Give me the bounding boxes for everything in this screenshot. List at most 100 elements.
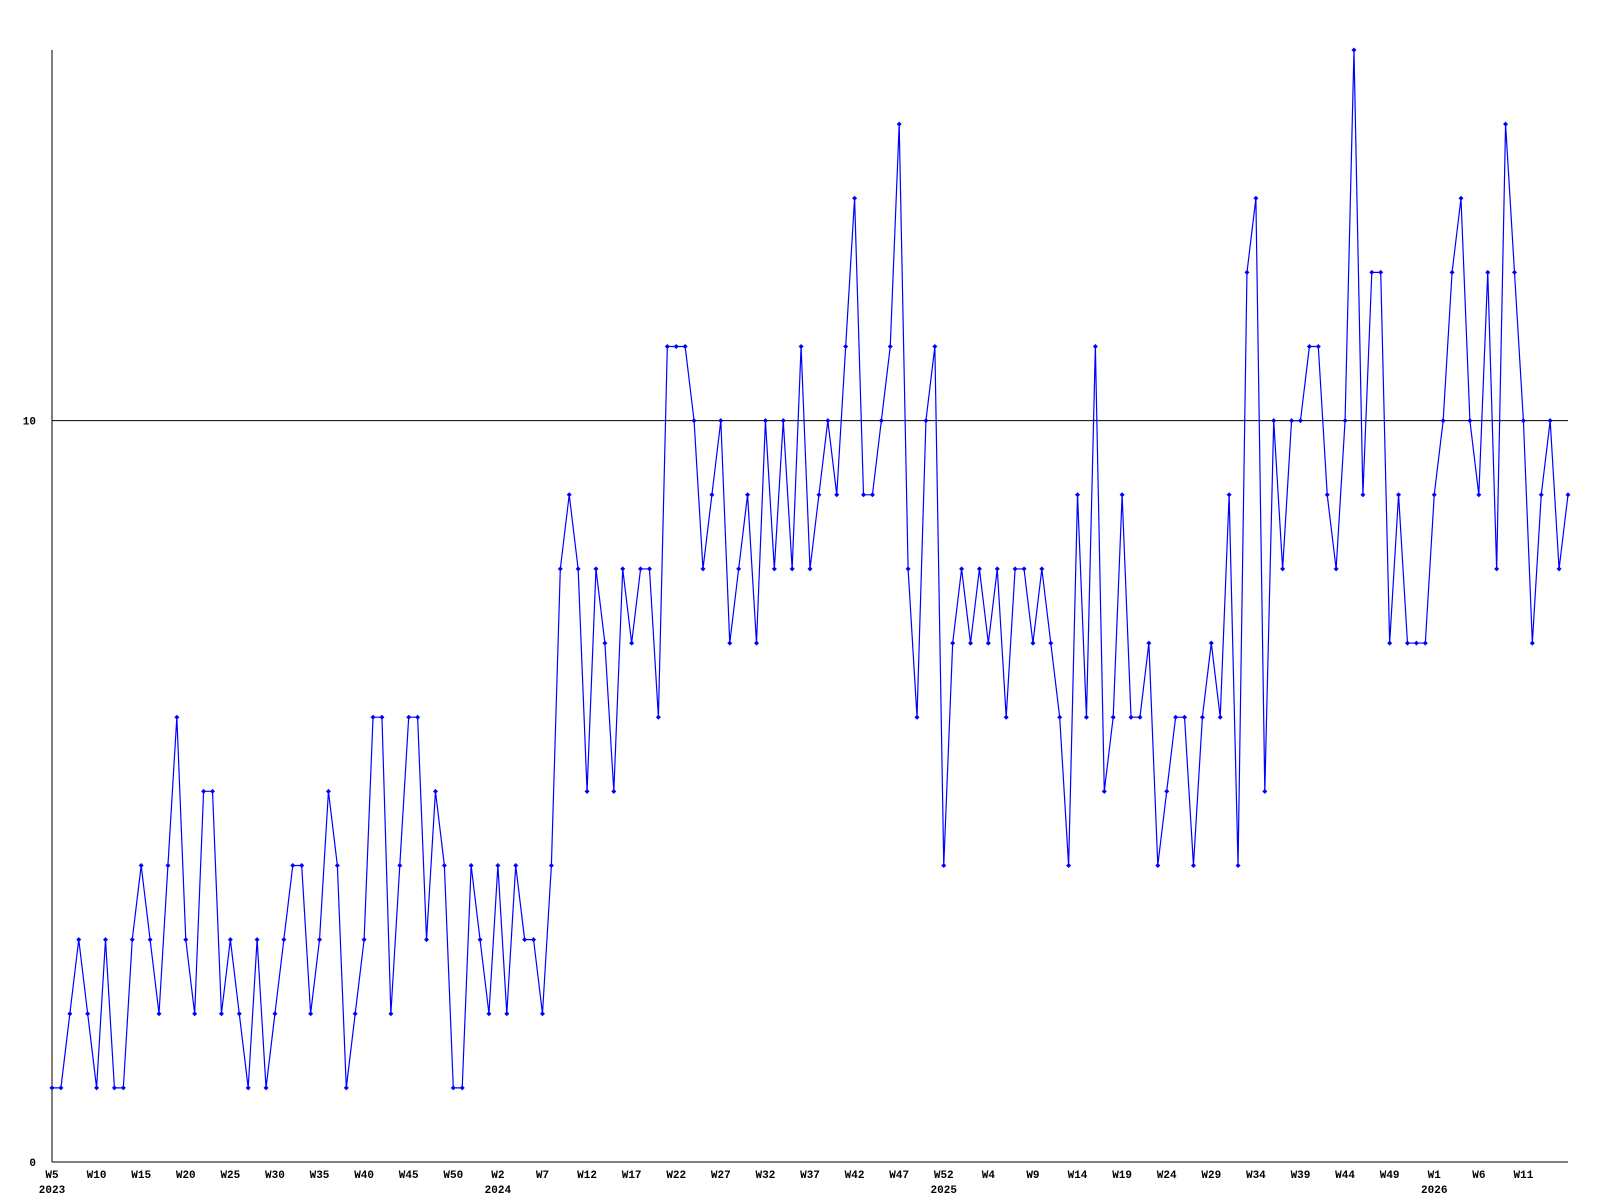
- point-marker: [1271, 418, 1277, 424]
- point-marker: [513, 862, 519, 868]
- point-marker: [789, 566, 795, 572]
- point-marker: [887, 344, 893, 350]
- point-marker: [424, 937, 430, 943]
- point-marker: [994, 566, 1000, 572]
- point-marker: [254, 937, 260, 943]
- point-marker: [343, 1085, 349, 1091]
- point-marker: [1137, 714, 1143, 720]
- x-tick-label: W22: [666, 1170, 686, 1182]
- point-marker: [539, 1011, 545, 1017]
- point-marker: [174, 714, 180, 720]
- point-marker: [1387, 640, 1393, 646]
- point-marker: [1039, 566, 1045, 572]
- point-marker: [1182, 714, 1188, 720]
- y-tick-label: 10: [23, 417, 36, 429]
- point-marker: [1315, 344, 1321, 350]
- point-marker: [976, 566, 982, 572]
- point-marker: [1030, 640, 1036, 646]
- point-marker: [361, 937, 367, 943]
- point-marker: [727, 640, 733, 646]
- point-marker: [629, 640, 635, 646]
- point-marker: [798, 344, 804, 350]
- point-marker: [183, 937, 189, 943]
- point-marker: [1173, 714, 1179, 720]
- point-marker: [923, 418, 929, 424]
- point-marker: [1066, 862, 1072, 868]
- x-tick-label: W50: [443, 1170, 463, 1182]
- point-marker: [852, 195, 858, 201]
- point-marker: [575, 566, 581, 572]
- point-marker: [317, 937, 323, 943]
- point-marker: [745, 492, 751, 498]
- point-marker: [1467, 418, 1473, 424]
- x-tick-label: W12: [577, 1170, 597, 1182]
- point-marker: [299, 862, 305, 868]
- point-marker: [111, 1085, 117, 1091]
- point-marker: [905, 566, 911, 572]
- x-tick-label: W1 2026: [1421, 1170, 1447, 1197]
- point-marker: [1012, 566, 1018, 572]
- point-marker: [94, 1085, 100, 1091]
- x-tick-label: W42: [845, 1170, 865, 1182]
- point-marker: [762, 418, 768, 424]
- point-marker: [210, 788, 216, 794]
- point-marker: [1440, 418, 1446, 424]
- point-marker: [1333, 566, 1339, 572]
- point-marker: [1342, 418, 1348, 424]
- point-marker: [878, 418, 884, 424]
- point-marker: [495, 862, 501, 868]
- point-marker: [504, 1011, 510, 1017]
- point-marker: [147, 937, 153, 943]
- point-marker: [281, 937, 287, 943]
- x-tick-label: W4: [982, 1170, 996, 1182]
- point-marker: [1485, 269, 1491, 275]
- point-marker: [736, 566, 742, 572]
- point-marker: [236, 1011, 242, 1017]
- x-tick-label: W11: [1514, 1170, 1534, 1182]
- point-marker: [691, 418, 697, 424]
- point-marker: [1253, 195, 1259, 201]
- point-marker: [932, 344, 938, 350]
- point-marker: [129, 937, 135, 943]
- point-marker: [1422, 640, 1428, 646]
- point-marker: [718, 418, 724, 424]
- point-marker: [673, 344, 679, 350]
- point-marker: [861, 492, 867, 498]
- point-marker: [379, 714, 385, 720]
- point-marker: [459, 1085, 465, 1091]
- point-marker: [566, 492, 572, 498]
- x-tick-label: W39: [1291, 1170, 1311, 1182]
- x-tick-label: W15: [131, 1170, 151, 1182]
- point-marker: [1351, 47, 1357, 53]
- x-tick-label: W9: [1026, 1170, 1039, 1182]
- point-marker: [1520, 418, 1526, 424]
- point-marker: [67, 1011, 73, 1017]
- point-marker: [584, 788, 590, 794]
- point-marker: [1155, 862, 1161, 868]
- point-marker: [869, 492, 875, 498]
- point-marker: [1164, 788, 1170, 794]
- point-marker: [1262, 788, 1268, 794]
- x-tick-label: W20: [176, 1170, 196, 1182]
- point-marker: [1565, 492, 1571, 498]
- x-tick-label: W19: [1112, 1170, 1132, 1182]
- point-marker: [468, 862, 474, 868]
- point-marker: [477, 937, 483, 943]
- point-marker: [959, 566, 965, 572]
- point-marker: [1075, 492, 1081, 498]
- x-tick-label: W30: [265, 1170, 285, 1182]
- point-marker: [1226, 492, 1232, 498]
- point-marker: [1297, 418, 1303, 424]
- point-marker: [1547, 418, 1553, 424]
- point-marker: [156, 1011, 162, 1017]
- point-marker: [1244, 269, 1250, 275]
- point-marker: [1048, 640, 1054, 646]
- point-marker: [58, 1085, 64, 1091]
- point-marker: [352, 1011, 358, 1017]
- point-marker: [1556, 566, 1562, 572]
- x-tick-label: W27: [711, 1170, 731, 1182]
- point-marker: [843, 344, 849, 350]
- x-tick-label: W34: [1246, 1170, 1266, 1182]
- point-marker: [1021, 566, 1027, 572]
- point-marker: [682, 344, 688, 350]
